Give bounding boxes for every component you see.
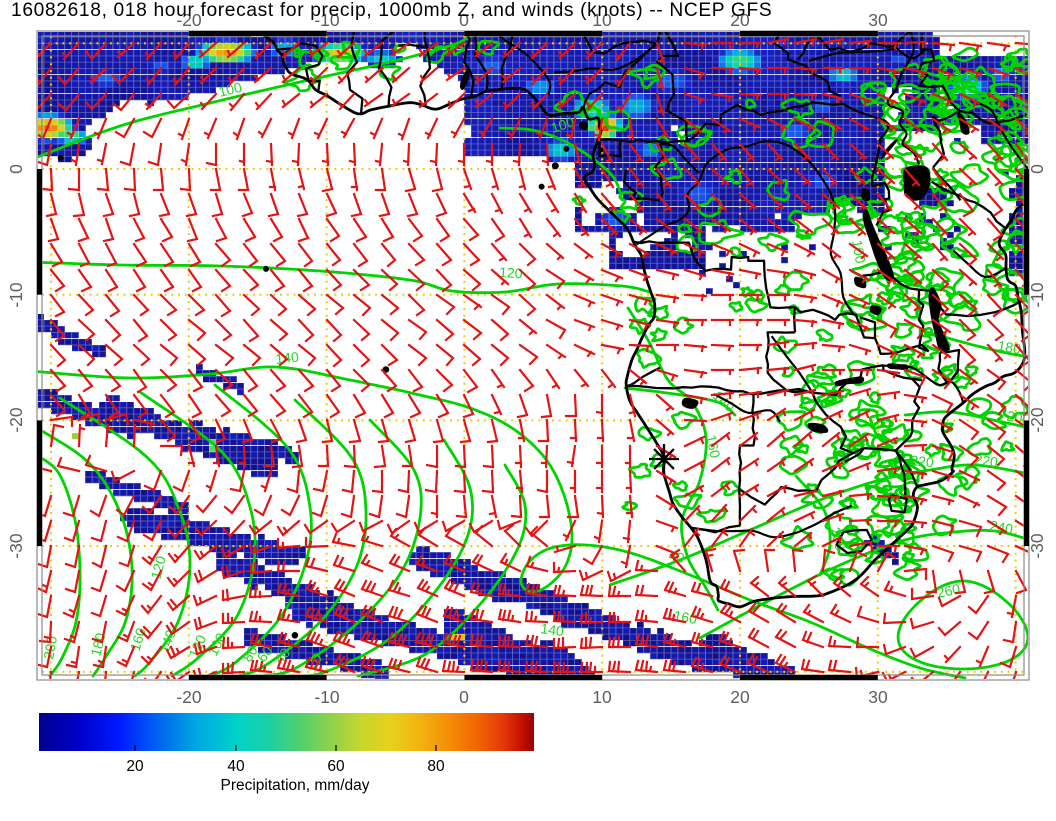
svg-text:160: 160 [672, 607, 698, 627]
svg-text:0: 0 [459, 687, 469, 707]
svg-text:80: 80 [239, 643, 261, 665]
svg-text:200: 200 [1005, 407, 1031, 428]
svg-text:Precipitation, mm/day: Precipitation, mm/day [220, 777, 369, 794]
svg-text:120: 120 [499, 264, 523, 281]
svg-text:-10: -10 [314, 687, 340, 707]
svg-text:0: 0 [459, 10, 469, 30]
svg-text:30: 30 [868, 10, 888, 30]
svg-text:100: 100 [217, 79, 244, 100]
svg-text:-20: -20 [6, 407, 26, 433]
svg-text:10: 10 [592, 687, 612, 707]
svg-text:-10: -10 [314, 10, 340, 30]
svg-text:240: 240 [988, 517, 1014, 537]
svg-text:-30: -30 [1027, 533, 1047, 559]
svg-text:40: 40 [227, 758, 245, 775]
svg-text:30: 30 [868, 687, 888, 707]
svg-text:220: 220 [974, 451, 1000, 470]
svg-text:-10: -10 [1027, 282, 1047, 308]
svg-text:-20: -20 [1027, 407, 1047, 433]
svg-text:0: 0 [6, 164, 26, 174]
svg-text:-10: -10 [6, 282, 26, 308]
svg-text:60: 60 [327, 758, 345, 775]
svg-text:20: 20 [126, 758, 144, 775]
svg-text:180: 180 [996, 337, 1022, 357]
svg-text:260: 260 [935, 580, 961, 601]
svg-text:100: 100 [549, 113, 576, 136]
svg-text:-20: -20 [176, 10, 202, 30]
svg-text:16082618, 018 hour forecast fo: 16082618, 018 hour forecast for precip, … [11, 0, 772, 21]
svg-text:80: 80 [427, 758, 445, 775]
svg-text:20: 20 [730, 10, 750, 30]
svg-text:100: 100 [849, 239, 869, 265]
svg-text:10: 10 [592, 10, 612, 30]
svg-text:220: 220 [910, 452, 935, 470]
svg-text:-30: -30 [6, 533, 26, 559]
svg-text:20: 20 [730, 687, 750, 707]
svg-text:140: 140 [540, 620, 566, 639]
svg-text:-20: -20 [176, 687, 202, 707]
svg-text:0: 0 [1027, 164, 1047, 174]
